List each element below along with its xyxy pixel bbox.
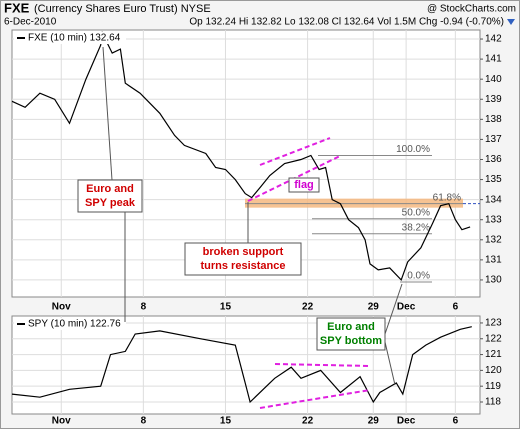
legend: FXE (10 min) 132.64	[28, 33, 121, 44]
y-tick-label: 139	[485, 94, 502, 105]
callout-text: Euro and	[86, 183, 134, 195]
menu-arrow[interactable]	[507, 19, 515, 25]
source: @ StockCharts.com	[427, 4, 516, 15]
x-tick-label: 29	[368, 416, 380, 427]
resistance-zone	[245, 198, 463, 208]
x-tick-label: Nov	[52, 302, 71, 313]
fib-label: 50.0%	[402, 207, 430, 218]
fib-label: 38.2%	[402, 222, 430, 233]
callout-text: turns resistance	[201, 260, 286, 272]
legend-bg	[14, 318, 126, 330]
legend-bg	[14, 32, 126, 44]
y-tick-label: 119	[485, 381, 501, 392]
x-tick-label: 22	[302, 416, 314, 427]
fib-label: 0.0%	[407, 271, 430, 282]
quote: Op 132.24 Hi 132.82 Lo 132.08 Cl 132.64 …	[189, 17, 504, 28]
pointer	[384, 283, 403, 335]
y-tick-label: 130	[485, 275, 502, 286]
x-tick-label: Dec	[397, 416, 416, 427]
y-tick-label: 135	[485, 174, 502, 185]
callout-text: Euro and	[327, 321, 375, 333]
y-tick-label: 122	[485, 333, 502, 344]
panel-bottom	[11, 315, 481, 415]
y-tick-label: 121	[485, 349, 502, 360]
x-tick-label: Dec	[397, 302, 416, 313]
x-tick-label: 6	[453, 416, 459, 427]
callout-box	[288, 177, 320, 193]
y-tick-label: 118	[485, 397, 501, 408]
pointer	[384, 341, 396, 386]
x-tick-label: 8	[141, 416, 147, 427]
flag-upper	[259, 137, 331, 166]
legend: SPY (10 min) 122.76	[28, 319, 121, 330]
callout-text: SPY peak	[85, 197, 136, 209]
callout-text: SPY bottom	[320, 335, 382, 347]
callout-box	[184, 242, 302, 276]
y-tick-label: 142	[485, 34, 502, 45]
x-tick-label: 15	[220, 302, 232, 313]
callout-text: flag	[294, 179, 314, 191]
y-tick-label: 131	[485, 255, 502, 266]
date: 6-Dec-2010	[4, 17, 57, 28]
y-tick-label: 134	[485, 194, 502, 205]
y-tick-label: 140	[485, 74, 502, 85]
x-tick-label: Nov	[52, 416, 71, 427]
x-tick-label: 29	[368, 302, 380, 313]
y-tick-label: 123	[485, 318, 502, 329]
pointer	[102, 46, 113, 181]
y-tick-label: 137	[485, 134, 502, 145]
symbol: FXE	[4, 0, 30, 15]
x-tick-label: 6	[453, 302, 459, 313]
x-tick-label: 22	[302, 302, 314, 313]
x-tick-label: 8	[141, 302, 147, 313]
y-tick-label: 133	[485, 214, 502, 225]
plot-layer: 130 131 132 133 134 135 136 137 138 139 140 141 142 N…	[11, 30, 502, 427]
y-tick-label: 120	[485, 365, 502, 376]
fib-label: 61.8%	[433, 192, 461, 203]
fib-label: 100.0%	[396, 144, 430, 155]
y-tick-label: 132	[485, 234, 502, 245]
callout-box	[316, 317, 386, 351]
callout-text: broken support	[203, 246, 284, 258]
spy-flag-lower	[259, 389, 371, 409]
x-tick-label: 15	[220, 416, 232, 427]
y-tick-label: 136	[485, 154, 502, 165]
y-tick-label: 141	[485, 54, 502, 65]
callout-box	[77, 179, 143, 213]
name: (Currency Shares Euro Trust) NYSE	[34, 3, 211, 15]
y-tick-label: 138	[485, 114, 502, 125]
price-line	[11, 326, 472, 404]
